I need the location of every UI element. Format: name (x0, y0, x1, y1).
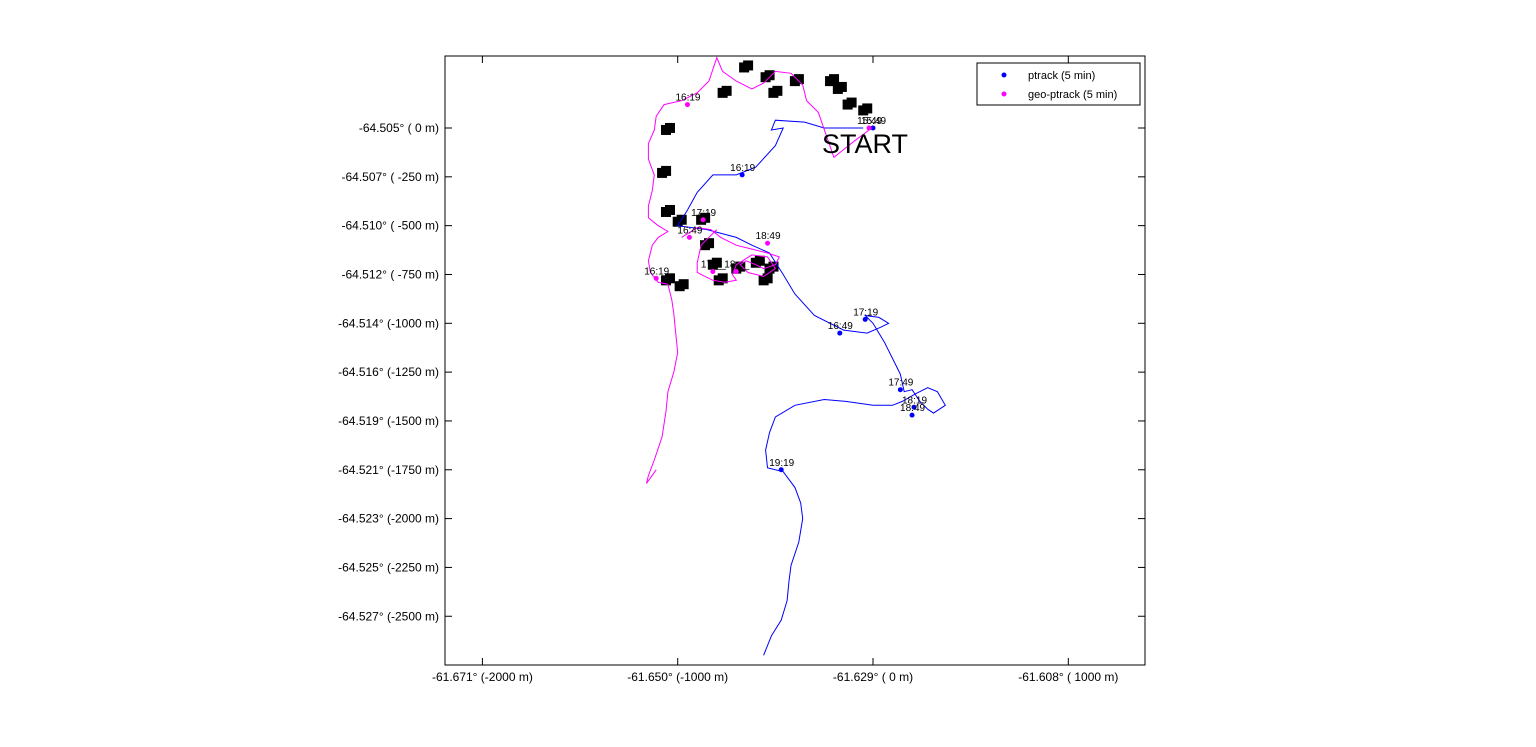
geo-ptrack-marker (686, 234, 692, 240)
y-tick-label: -64.516° (-1250 m) (338, 365, 439, 379)
ptrack-marker (909, 412, 915, 418)
y-tick-label: -64.505° ( 0 m) (359, 121, 439, 135)
coverage-box (829, 74, 840, 85)
legend-label-ptrack: ptrack (5 min) (1028, 70, 1095, 82)
time-label: 17:19 (853, 307, 878, 318)
geo-ptrack-marker (733, 269, 739, 275)
legend: ptrack (5 min) geo-ptrack (5 min) (976, 62, 1141, 106)
y-tick-label: -64.523° (-2000 m) (338, 512, 439, 526)
time-label: 16:19 (675, 93, 700, 104)
x-tick-label: -61.650° (-1000 m) (627, 670, 728, 684)
x-tick-label: -61.629° ( 0 m) (833, 670, 913, 684)
coverage-box (664, 122, 675, 133)
legend-box (976, 62, 1141, 106)
coverage-box (664, 273, 675, 284)
coverage-box (700, 212, 711, 223)
time-labels-layer: 15:4916:1916:4917:1917:4918:1918:4919:19… (644, 93, 927, 469)
markers-layer (653, 102, 917, 473)
legend-marker-geo-ptrack (1001, 91, 1007, 97)
y-tick-label: -64.514° (-1000 m) (338, 316, 439, 330)
time-label: 16:19 (730, 163, 755, 174)
time-label: 16:49 (828, 321, 853, 332)
ptrack-marker (897, 387, 903, 393)
y-axis: -64.505° ( 0 m) -64.507° ( -250 m) -64.510… (338, 121, 1145, 623)
ptrack-marker (837, 330, 843, 336)
ptrack-marker (739, 172, 745, 178)
time-label: 17:__ (701, 260, 726, 271)
coverage-box (711, 257, 722, 268)
geo-ptrack-line (646, 56, 870, 484)
x-axis: -61.671° (-2000 m) -61.650° (-1000 m) -61.… (432, 56, 1118, 684)
y-tick-label: -64.527° (-2500 m) (338, 609, 439, 623)
coverage-box (704, 238, 715, 249)
plot-area (445, 56, 1145, 665)
start-annotation: START (822, 129, 908, 159)
geo-ptrack-marker (653, 275, 659, 281)
legend-marker-ptrack (1001, 72, 1007, 78)
coverage-box (743, 60, 754, 71)
coverage-box (664, 204, 675, 215)
coverage-box (772, 85, 783, 96)
coverage-box (735, 261, 746, 272)
coverage-box (862, 103, 873, 114)
ptrack-marker (778, 467, 784, 473)
plot-frame (444, 55, 1146, 666)
y-tick-label: -64.512° ( -750 m) (341, 267, 439, 281)
geo-ptrack-marker (684, 102, 690, 108)
y-tick-label: -64.519° (-1500 m) (338, 414, 439, 428)
ptrack-line (676, 119, 946, 656)
time-label: 18:19 (902, 395, 927, 406)
time-label: 18:49 (900, 403, 925, 414)
coverage-box (754, 255, 765, 266)
y-tick-label: -64.510° ( -500 m) (341, 219, 439, 233)
geo-ptrack-line (681, 227, 781, 283)
coverage-box (764, 70, 775, 81)
geo-ptrack-marker (710, 269, 716, 275)
geo-ptrack-marker (866, 125, 872, 131)
coverage-box (846, 97, 857, 108)
coverage-box (762, 273, 773, 284)
y-tick-label: -64.521° (-1750 m) (338, 463, 439, 477)
time-label: 16:49 (677, 225, 702, 236)
ptrack-marker (870, 125, 876, 131)
time-label: 17:19 (691, 208, 716, 219)
coverage-box (678, 279, 689, 290)
time-label: 16:19 (644, 266, 669, 277)
tracks-layer (646, 56, 946, 656)
time-label: 18:__ (724, 260, 749, 271)
x-tick-label: -61.671° (-2000 m) (432, 670, 533, 684)
coverage-box (717, 273, 728, 284)
time-label: 15:49 (861, 116, 886, 127)
time-label: 19:19 (769, 458, 794, 469)
ptrack-marker (862, 316, 868, 322)
geo-ptrack-marker (765, 240, 771, 246)
geo-ptrack-marker (700, 217, 706, 223)
y-tick-label: -64.507° ( -250 m) (341, 170, 439, 184)
coverage-box (836, 81, 847, 92)
time-label: 17:49 (888, 378, 913, 389)
coverage-box (661, 165, 672, 176)
time-label: 18:49 (756, 231, 781, 242)
legend-label-geo-ptrack: geo-ptrack (5 min) (1028, 89, 1117, 101)
ptrack-marker (911, 404, 917, 410)
y-tick-label: -64.525° (-2250 m) (338, 560, 439, 574)
x-tick-label: -61.608° ( 1000 m) (1018, 670, 1118, 684)
time-label: 15:49 (857, 116, 882, 127)
coverage-box (721, 85, 732, 96)
coverage-box (793, 74, 804, 85)
